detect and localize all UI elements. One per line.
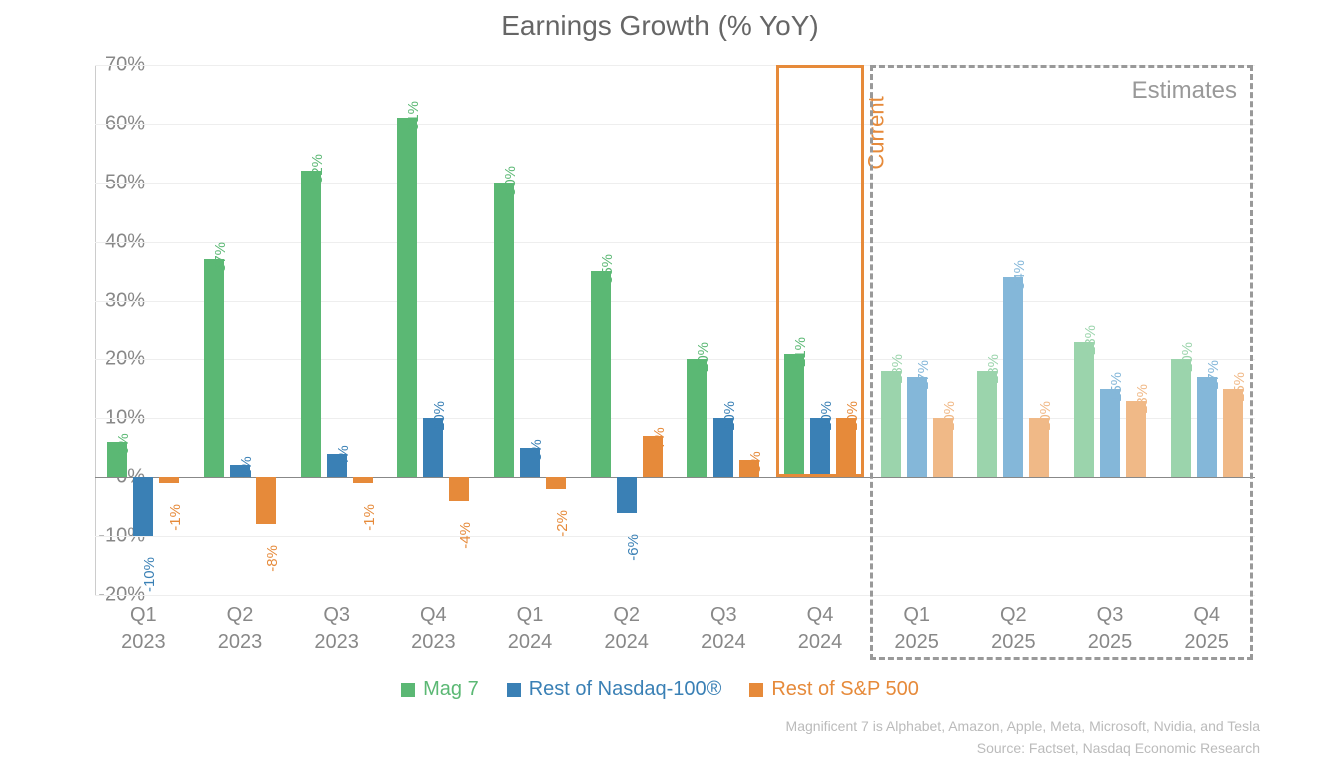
x-tick-label: Q42024 bbox=[772, 602, 869, 656]
legend-swatch bbox=[401, 683, 415, 697]
x-tick-label: Q42023 bbox=[385, 602, 482, 656]
bar-data-label: 10% bbox=[431, 401, 448, 431]
x-tick-label: Q12025 bbox=[868, 602, 965, 656]
y-axis-line bbox=[95, 65, 96, 595]
bar-data-label: 20% bbox=[695, 342, 712, 372]
x-tick-label: Q12024 bbox=[482, 602, 579, 656]
bar bbox=[397, 118, 417, 477]
bar-data-label: -6% bbox=[625, 534, 642, 561]
bar bbox=[449, 477, 469, 501]
bar bbox=[159, 477, 179, 483]
bar bbox=[256, 477, 276, 524]
bar bbox=[687, 359, 707, 477]
x-tick-label: Q22023 bbox=[192, 602, 289, 656]
bar-data-label: 6% bbox=[115, 433, 132, 455]
bar-data-label: 52% bbox=[309, 154, 326, 184]
bar-data-label: 37% bbox=[212, 242, 229, 272]
legend-label: Rest of S&P 500 bbox=[771, 678, 919, 701]
bar bbox=[133, 477, 153, 536]
x-tick-label: Q32024 bbox=[675, 602, 772, 656]
legend: Mag 7 Rest of Nasdaq-100® Rest of S&P 500 bbox=[0, 678, 1320, 701]
bar-data-label: 4% bbox=[335, 445, 352, 467]
legend-item: Mag 7 bbox=[401, 678, 479, 701]
bar-data-label: -1% bbox=[361, 504, 378, 531]
x-tick-label: Q32023 bbox=[288, 602, 385, 656]
bar bbox=[591, 271, 611, 477]
bar bbox=[204, 259, 224, 477]
bar-data-label: 10% bbox=[721, 401, 738, 431]
bar-data-label: 61% bbox=[405, 101, 422, 131]
legend-label: Mag 7 bbox=[423, 678, 479, 701]
chart-container: Earnings Growth (% YoY) -20%-10%0%10%20%… bbox=[0, 0, 1320, 778]
footnote-1: Magnificent 7 is Alphabet, Amazon, Apple… bbox=[786, 718, 1260, 734]
bar-data-label: 7% bbox=[651, 427, 668, 449]
bar-data-label: -4% bbox=[457, 522, 474, 549]
x-tick-label: Q12023 bbox=[95, 602, 192, 656]
bar bbox=[494, 183, 514, 477]
bar-data-label: -10% bbox=[141, 557, 158, 592]
bar-data-label: 3% bbox=[747, 451, 764, 473]
legend-item: Rest of S&P 500 bbox=[749, 678, 919, 701]
bar-data-label: 5% bbox=[528, 439, 545, 461]
bar-data-label: 50% bbox=[502, 166, 519, 196]
bar bbox=[546, 477, 566, 489]
bar-data-label: 2% bbox=[238, 457, 255, 479]
x-tick-label: Q22024 bbox=[578, 602, 675, 656]
estimates-box bbox=[870, 65, 1253, 660]
legend-swatch bbox=[749, 683, 763, 697]
legend-label: Rest of Nasdaq-100® bbox=[529, 678, 722, 701]
bar-data-label: -8% bbox=[264, 545, 281, 572]
chart-title: Earnings Growth (% YoY) bbox=[0, 10, 1320, 42]
bar-data-label: -2% bbox=[554, 510, 571, 537]
bar bbox=[301, 171, 321, 477]
footnote-2: Source: Factset, Nasdaq Economic Researc… bbox=[977, 740, 1260, 756]
bar-data-label: 35% bbox=[599, 254, 616, 284]
legend-swatch bbox=[507, 683, 521, 697]
bar bbox=[353, 477, 373, 483]
plot-area: 6% -10% -1% 37% 2% -8% 52% 4% -1% 61% 10% -4% 50% 5% -… bbox=[95, 65, 1255, 595]
current-highlight-box bbox=[776, 65, 865, 477]
estimates-label: Estimates bbox=[1132, 77, 1237, 105]
x-tick-label: Q22025 bbox=[965, 602, 1062, 656]
x-tick-label: Q32025 bbox=[1062, 602, 1159, 656]
bar-data-label: -1% bbox=[167, 504, 184, 531]
x-tick-label: Q42025 bbox=[1158, 602, 1255, 656]
bar bbox=[617, 477, 637, 512]
legend-item: Rest of Nasdaq-100® bbox=[507, 678, 722, 701]
